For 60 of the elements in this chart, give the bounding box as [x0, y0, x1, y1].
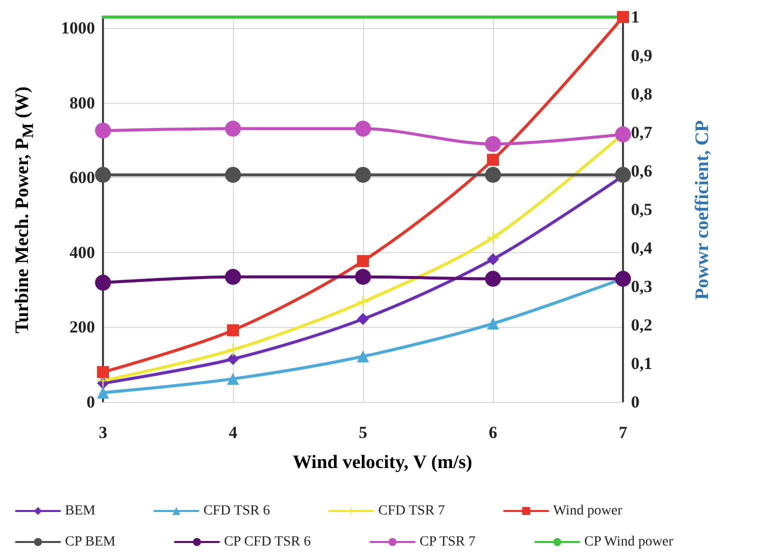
point — [227, 353, 239, 366]
x-tick-label: 6 — [488, 423, 498, 442]
point — [487, 253, 499, 266]
point — [487, 154, 499, 166]
point — [95, 166, 111, 183]
x-tick-label: 4 — [228, 423, 238, 442]
y2-tick-label: 0,4 — [631, 238, 653, 258]
point — [357, 313, 369, 326]
y2-axis-title: Powwr coefficient, CP — [692, 120, 714, 300]
point — [355, 120, 371, 137]
y2-tick-label: 1 — [631, 8, 640, 26]
point — [617, 11, 629, 23]
point — [95, 274, 111, 291]
y2-tick-label: 0,6 — [631, 162, 652, 180]
point — [357, 255, 369, 268]
x-tick-label: 3 — [98, 423, 108, 442]
point — [357, 296, 369, 308]
legend-label: CFD TSR 7 — [378, 504, 445, 518]
y-tick-label: 1000 — [61, 18, 95, 38]
point — [97, 366, 109, 378]
legend-label: CP CFD TSR 6 — [224, 534, 311, 550]
y-tick-label: 800 — [70, 93, 95, 112]
legend-label: CP BEM — [65, 534, 116, 550]
point — [615, 126, 631, 142]
y2-tick-label: 0,5 — [631, 200, 652, 219]
point — [225, 120, 241, 137]
point — [357, 350, 369, 362]
point — [225, 166, 241, 183]
point — [95, 122, 111, 139]
y-tick-label: 600 — [70, 168, 95, 188]
point — [485, 166, 501, 183]
point — [227, 372, 239, 385]
point — [615, 166, 631, 183]
point — [487, 318, 499, 330]
legend-label: CFD TSR 6 — [203, 504, 270, 518]
y2-tick-label: 0,8 — [631, 84, 652, 104]
point — [227, 324, 239, 336]
x-tick-label: 7 — [618, 423, 628, 442]
point — [97, 386, 109, 399]
y2-tick-label: 0,2 — [631, 316, 652, 334]
y-tick-label: 400 — [70, 242, 95, 262]
point — [355, 268, 371, 285]
point — [355, 166, 371, 183]
point — [227, 344, 239, 356]
point — [485, 270, 501, 287]
point — [485, 136, 501, 152]
y2-tick-label: 0,9 — [631, 46, 652, 65]
y2-tick-label: 0,3 — [631, 277, 652, 296]
y-tick-label: 200 — [70, 318, 95, 337]
x-tick-label: 5 — [358, 423, 368, 442]
y-tick-label: 0 — [86, 392, 95, 412]
legend-label: BEM — [65, 504, 96, 518]
legend-label: CP Wind power — [584, 534, 674, 550]
point — [225, 268, 241, 285]
legend-label: Wind power — [553, 504, 623, 518]
y2-tick-label: 0,7 — [631, 123, 653, 142]
y2-tick-label: 0 — [631, 392, 640, 412]
legend-label: CP TSR 7 — [419, 534, 476, 550]
y2-tick-label: 0,1 — [631, 354, 652, 373]
x-axis-title: Wind velocity, V (m/s) — [292, 452, 474, 474]
